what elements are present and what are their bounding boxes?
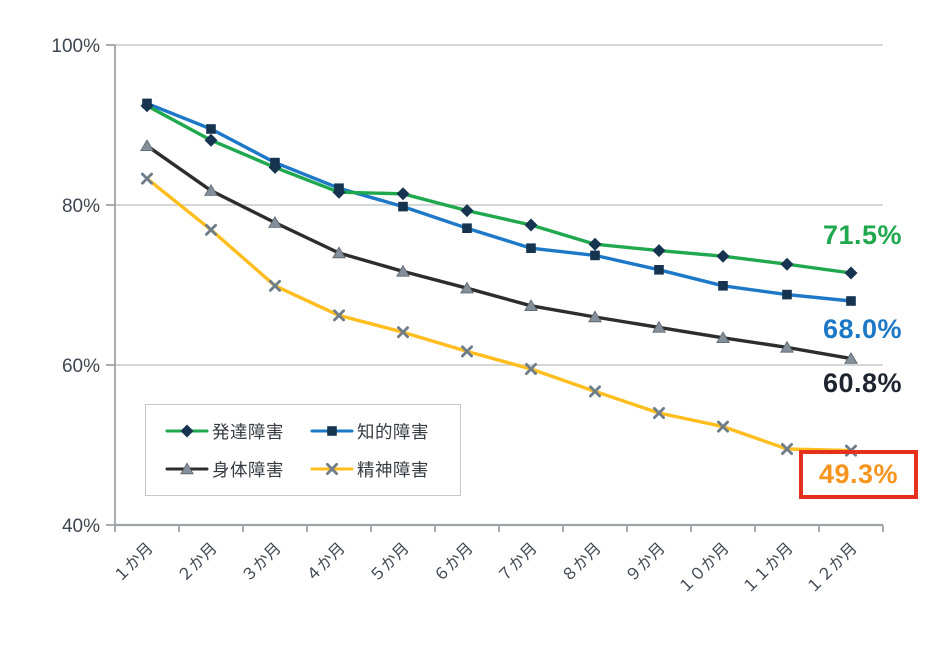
- end-label-psychiatric: 49.3%: [818, 459, 899, 489]
- svg-text:７か月: ７か月: [495, 540, 541, 586]
- svg-text:１２か月: １２か月: [804, 540, 861, 597]
- highlight-box-psychiatric: 49.3%: [799, 450, 918, 499]
- svg-text:５か月: ５か月: [367, 540, 413, 586]
- svg-text:１０か月: １０か月: [676, 540, 733, 597]
- end-label-intellectual: 68.0%: [822, 314, 902, 344]
- legend-label-psychiatric: 精神障害: [357, 459, 429, 480]
- svg-text:１か月: １か月: [111, 540, 157, 586]
- chart-legend: 発達障害 知的障害 身体障害 精神障害: [145, 404, 461, 496]
- svg-text:80%: 80%: [62, 196, 100, 217]
- legend-label-intellectual: 知的障害: [357, 421, 429, 442]
- legend-label-developmental: 発達障害: [212, 421, 284, 442]
- svg-text:２か月: ２か月: [175, 540, 221, 586]
- svg-text:３か月: ３か月: [239, 540, 285, 586]
- end-label-developmental: 71.5%: [822, 220, 902, 250]
- legend-label-physical: 身体障害: [212, 459, 284, 480]
- x-marker-icon: [309, 462, 355, 476]
- svg-text:８か月: ８か月: [559, 540, 605, 586]
- triangle-marker-icon: [164, 462, 210, 476]
- square-marker-icon: [309, 424, 355, 438]
- svg-text:６か月: ６か月: [431, 540, 477, 586]
- svg-text:60%: 60%: [62, 356, 100, 377]
- end-label-physical: 60.8%: [822, 368, 902, 398]
- svg-text:100%: 100%: [51, 36, 100, 57]
- legend-item-psychiatric: 精神障害: [309, 457, 454, 482]
- legend-item-developmental: 発達障害: [164, 419, 309, 444]
- svg-text:40%: 40%: [62, 516, 100, 537]
- legend-item-intellectual: 知的障害: [309, 419, 454, 444]
- svg-text:４か月: ４か月: [303, 540, 349, 586]
- svg-text:１１か月: １１か月: [740, 540, 797, 597]
- legend-item-physical: 身体障害: [164, 457, 309, 482]
- diamond-marker-icon: [164, 424, 210, 438]
- svg-text:９か月: ９か月: [623, 540, 669, 586]
